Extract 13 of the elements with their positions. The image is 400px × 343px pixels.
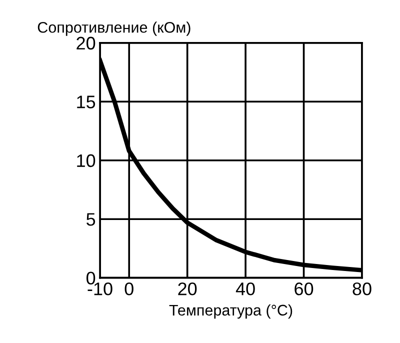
x-tick-label: 0	[124, 282, 134, 296]
x-tick-label: 80	[352, 282, 372, 296]
x-tick-label: 40	[236, 282, 255, 296]
y-tick-label: 10	[77, 154, 96, 168]
y-tick-label: 0	[86, 272, 96, 285]
x-tick-label: 20	[178, 282, 197, 296]
y-tick-label: 5	[86, 213, 96, 226]
x-tick-label: 60	[294, 282, 314, 296]
y-axis-title: Сопротивление (кОм)	[38, 22, 190, 36]
x-tick-label: -10	[88, 282, 112, 296]
y-tick-label: 15	[77, 96, 96, 108]
x-axis-title: Температура (°C)	[169, 304, 292, 319]
y-tick-label: 20	[76, 36, 96, 50]
